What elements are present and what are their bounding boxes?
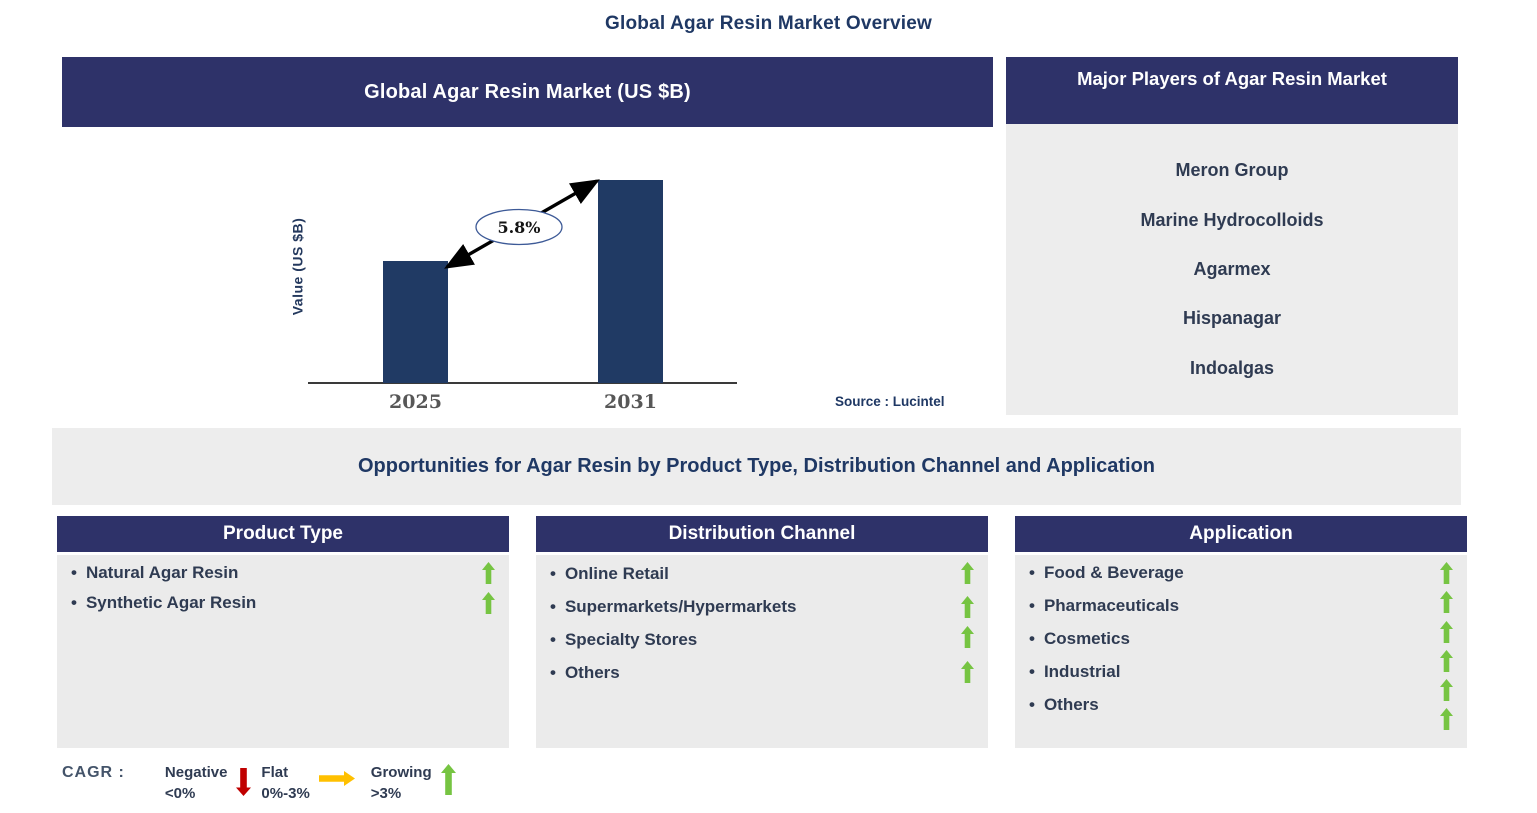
growth-up-icon: [961, 562, 974, 584]
list-item: Natural Agar Resin: [71, 558, 509, 588]
list-item: Supermarkets/Hypermarkets: [550, 590, 988, 623]
cagr-legend: CAGR : Negative <0% Flat 0%-3% Growing >…: [62, 762, 456, 804]
growth-up-icon: [961, 626, 974, 648]
cagr-ellipse: [475, 208, 563, 246]
growth-up-icon: [961, 596, 974, 618]
legend-entry-growing: Growing >3%: [371, 762, 456, 804]
legend-flat-name: Flat: [261, 764, 289, 781]
players-list: Meron Group Marine Hydrocolloids Agarmex…: [1006, 124, 1458, 415]
list-item: Specialty Stores: [550, 623, 988, 656]
opportunities-banner: Opportunities for Agar Resin by Product …: [52, 428, 1461, 505]
source-note: Source : Lucintel: [835, 394, 945, 409]
list-item: Pharmaceuticals: [1029, 589, 1467, 622]
bar-2025: [383, 261, 448, 383]
column-application: Application Food & Beverage Pharmaceutic…: [1015, 516, 1467, 748]
chart-panel-header: Global Agar Resin Market (US $B): [62, 57, 993, 127]
players-panel-header: Major Players of Agar Resin Market: [1006, 57, 1458, 124]
column-distribution-channel: Distribution Channel Online Retail Super…: [536, 516, 988, 748]
market-bar-chart: Value (US $B) 2025 2031 5.8%: [62, 127, 993, 425]
growth-up-icon: [1440, 591, 1453, 613]
player-item: Hispanagar: [1182, 308, 1282, 329]
product-type-list: Natural Agar Resin Synthetic Agar Resin: [57, 555, 509, 748]
growth-up-icon: [482, 562, 495, 584]
list-item: Online Retail: [550, 557, 988, 590]
product-type-header: Product Type: [57, 516, 509, 552]
legend-growing-name: Growing: [370, 764, 432, 781]
page-title: Global Agar Resin Market Overview: [605, 13, 932, 34]
legend-growing-range: >3%: [370, 785, 402, 802]
growth-up-icon: [1440, 650, 1453, 672]
negative-down-icon: [236, 768, 252, 796]
distribution-channel-header: Distribution Channel: [536, 516, 988, 552]
application-list: Food & Beverage Pharmaceuticals Cosmetic…: [1015, 555, 1467, 748]
growth-up-icon: [961, 661, 974, 683]
legend-flat-range: 0%-3%: [261, 785, 310, 802]
legend-entry-flat: Flat 0%-3%: [261, 762, 355, 804]
growth-up-icon: [1440, 621, 1453, 643]
list-item: Others: [550, 656, 988, 689]
cagr-annotation: 5.8%: [444, 179, 600, 269]
opportunities-title: Opportunities for Agar Resin by Product …: [357, 455, 1156, 477]
x-tick-2025: 2025: [389, 391, 442, 413]
growth-up-icon: [1440, 562, 1453, 584]
growth-up-icon: [482, 592, 495, 614]
bar-2031: [598, 180, 663, 383]
list-item: Food & Beverage: [1029, 556, 1467, 589]
player-item: Meron Group: [1175, 160, 1289, 181]
player-item: Indoalgas: [1189, 357, 1274, 378]
list-item: Industrial: [1029, 655, 1467, 688]
growing-up-icon: [440, 764, 456, 795]
list-item: Others: [1029, 688, 1467, 721]
column-product-type: Product Type Natural Agar Resin Syntheti…: [57, 516, 509, 748]
legend-negative-name: Negative: [164, 764, 228, 781]
legend-label: CAGR :: [62, 764, 125, 781]
growth-up-icon: [1440, 679, 1453, 701]
cagr-value-label: 5.8%: [497, 218, 540, 237]
flat-right-icon: [318, 771, 355, 786]
legend-entry-negative: Negative <0%: [165, 762, 252, 804]
player-item: Marine Hydrocolloids: [1140, 209, 1324, 230]
list-item: Synthetic Agar Resin: [71, 588, 509, 618]
x-tick-2031: 2031: [604, 391, 657, 413]
x-axis-line: [308, 382, 737, 384]
distribution-channel-list: Online Retail Supermarkets/Hypermarkets …: [536, 555, 988, 748]
application-header: Application: [1015, 516, 1467, 552]
legend-negative-range: <0%: [164, 785, 196, 802]
growth-up-icon: [1440, 708, 1453, 730]
player-item: Agarmex: [1193, 258, 1271, 279]
list-item: Cosmetics: [1029, 622, 1467, 655]
